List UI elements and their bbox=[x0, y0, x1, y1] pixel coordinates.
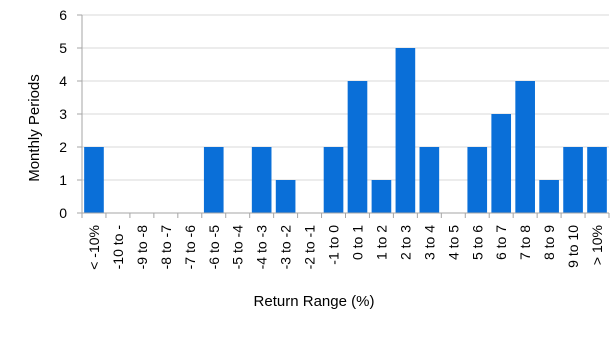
x-tick-label: -6 to -5 bbox=[206, 225, 222, 270]
x-tick-label: 5 to 6 bbox=[469, 225, 485, 260]
y-tick-label: 3 bbox=[59, 106, 67, 122]
y-tick-label: 5 bbox=[59, 40, 67, 56]
bar bbox=[587, 147, 607, 213]
x-tick-label: -4 to -3 bbox=[254, 225, 270, 270]
bars bbox=[84, 48, 607, 213]
bar bbox=[419, 147, 440, 213]
bar bbox=[251, 147, 272, 213]
x-tick-label: -1 to 0 bbox=[326, 225, 342, 265]
x-tick-label: 2 to 3 bbox=[397, 225, 413, 260]
bar bbox=[563, 147, 583, 213]
x-tick-label: -8 to -7 bbox=[158, 225, 174, 270]
y-tick-label: 6 bbox=[59, 7, 67, 23]
x-tick-label: 1 to 2 bbox=[373, 225, 389, 260]
bar bbox=[371, 180, 392, 213]
bar bbox=[515, 81, 535, 213]
bar bbox=[323, 147, 344, 213]
bar bbox=[275, 180, 296, 213]
bar bbox=[84, 147, 104, 213]
axes bbox=[77, 14, 610, 218]
bar bbox=[203, 147, 224, 213]
y-tick-label: 2 bbox=[59, 139, 67, 155]
x-tick-label: 7 to 8 bbox=[517, 225, 533, 260]
x-tick-label: -7 to -6 bbox=[182, 225, 198, 270]
x-tick-label: 3 to 4 bbox=[421, 225, 437, 260]
bar bbox=[491, 114, 512, 213]
x-tick-label: -3 to -2 bbox=[278, 225, 294, 270]
bar bbox=[467, 147, 488, 213]
x-tick-label: -2 to -1 bbox=[302, 225, 318, 270]
y-axis-title: Monthly Periods bbox=[26, 74, 43, 182]
x-tick-label: 6 to 7 bbox=[493, 225, 509, 260]
x-tick-label: -10 to - bbox=[110, 225, 126, 270]
x-tick-label: -9 to -8 bbox=[134, 225, 150, 270]
x-tick-label: 0 to 1 bbox=[349, 225, 365, 260]
bar bbox=[539, 180, 559, 213]
x-tick-label: > 10% bbox=[589, 225, 605, 265]
x-tick-label: < -10% bbox=[86, 225, 102, 270]
y-tick-labels: 0 1 2 3 4 5 6 bbox=[59, 7, 67, 221]
x-tick-label: 4 to 5 bbox=[445, 225, 461, 260]
x-tick-label: 8 to 9 bbox=[541, 225, 557, 260]
bar bbox=[347, 81, 368, 213]
x-axis-title: Return Range (%) bbox=[254, 293, 375, 310]
y-tick-label: 4 bbox=[59, 73, 67, 89]
y-tick-label: 0 bbox=[59, 205, 67, 221]
x-tick-label: -5 to -4 bbox=[230, 225, 246, 270]
y-tick-label: 1 bbox=[59, 172, 67, 188]
x-tick-label: 9 to 10 bbox=[565, 225, 581, 268]
x-tick-labels: < -10% -10 to - -9 to -8 -8 to -7 -7 to -6 -6… bbox=[86, 225, 605, 270]
bar bbox=[395, 48, 416, 213]
